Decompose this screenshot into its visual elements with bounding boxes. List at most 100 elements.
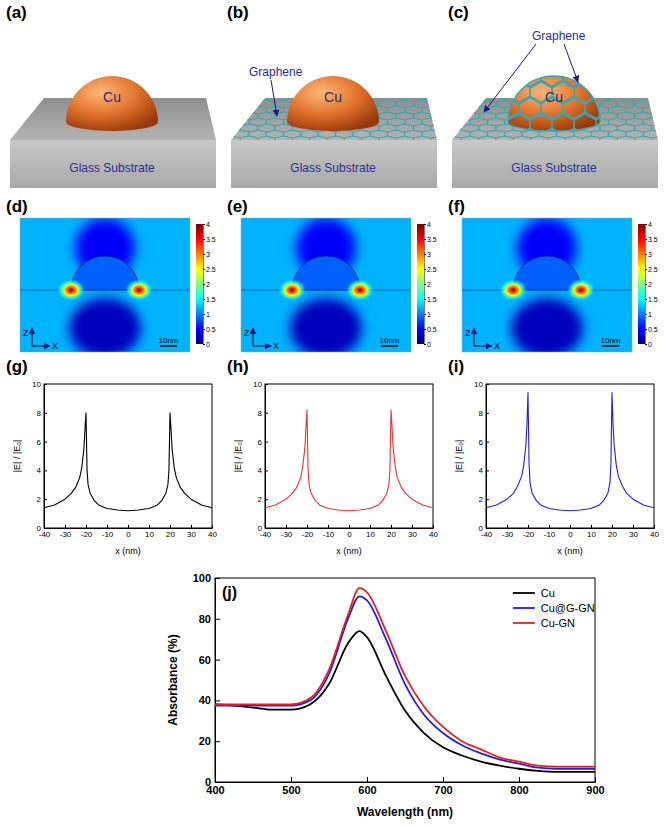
panel-label: (d) — [6, 197, 28, 216]
colorbar-tick: 0 — [424, 341, 431, 348]
colorbar-tick-label: 3.5 — [206, 236, 216, 243]
tick: 0 — [347, 525, 352, 539]
substrate-front — [10, 140, 216, 188]
tick-label: 4 — [479, 466, 484, 475]
tick: 800 — [510, 777, 528, 796]
tick: -30 — [502, 525, 514, 539]
tick: 4 — [37, 466, 47, 475]
tick-mark — [443, 777, 444, 782]
substrate-interface — [462, 290, 632, 291]
panel-label: (b) — [227, 3, 249, 22]
axis-line — [216, 782, 596, 783]
tick: 10 — [145, 525, 154, 539]
y-axis: 0246810 — [32, 380, 47, 533]
colorbar-tick-label: 1 — [427, 311, 431, 318]
tick: 10 — [253, 380, 268, 389]
tick-mark — [519, 777, 520, 782]
tick-label: 0 — [347, 530, 352, 539]
colorbar-axis-line — [425, 225, 427, 345]
colorbar-tick: 1 — [424, 311, 431, 318]
tick-mark — [265, 499, 268, 500]
tick: 2 — [258, 495, 268, 504]
tick-label: 0 — [258, 524, 263, 533]
colorbar-tick-mark — [424, 344, 426, 345]
legend-swatch — [513, 607, 535, 609]
tick-mark — [286, 525, 287, 528]
x-axis: 400500600700800900 — [206, 777, 604, 796]
map-frame — [20, 218, 190, 352]
data-line — [215, 588, 595, 767]
tick: 100 — [193, 572, 220, 584]
tick: 20 — [608, 525, 617, 539]
tick-label: 0 — [479, 524, 484, 533]
tick-label: 0 — [568, 530, 573, 539]
graphene-label: Graphene — [532, 29, 586, 43]
tick: 40 — [208, 525, 217, 539]
legend-label: Cu — [541, 587, 555, 599]
tick-label: 900 — [586, 784, 604, 796]
colorbar-tick-label: 0 — [648, 341, 652, 348]
colorbar-tick-mark — [203, 269, 205, 270]
colorbar-tick-mark — [645, 314, 647, 315]
colorbar-tick: 2.5 — [203, 266, 216, 273]
colorbar-tick: 0.5 — [424, 326, 437, 333]
data-line — [215, 631, 595, 772]
plot-area — [215, 588, 595, 772]
field-map — [462, 218, 632, 352]
tick-label: 4 — [258, 466, 263, 475]
tick: 900 — [586, 777, 604, 796]
tick-label: 60 — [199, 654, 211, 666]
tick: -10 — [544, 525, 556, 539]
y-axis-title: |E| / |E₀| — [233, 440, 243, 473]
tick-mark — [86, 525, 87, 528]
colorbar-tick: 1 — [645, 311, 652, 318]
colorbar-tick-label: 1.5 — [648, 296, 658, 303]
x-axis-title: x (nm) — [115, 546, 141, 556]
tick-label: 8 — [258, 409, 263, 418]
tick-mark — [215, 619, 220, 620]
colorbar-tick-mark — [645, 254, 647, 255]
tick-label: -30 — [60, 530, 72, 539]
colorbar-tick-mark — [424, 224, 426, 225]
colorbar-tick-label: 1.5 — [206, 296, 216, 303]
tick: 10 — [32, 380, 47, 389]
colorbar — [417, 224, 424, 344]
axis-letter: Z — [23, 328, 29, 338]
schematic-panel: CuGlass SubstrateGraphene(b) — [197, 3, 465, 188]
graphene-cage-outline — [508, 76, 600, 131]
colorbar-tick: 2 — [645, 281, 652, 288]
tick-label: 700 — [434, 784, 452, 796]
tick-label: 8 — [479, 409, 484, 418]
colorbar-tick-label: 2 — [206, 281, 210, 288]
colorbar-tick-mark — [424, 314, 426, 315]
plot-frame — [265, 384, 433, 528]
tick: 40 — [650, 525, 659, 539]
tick: 6 — [479, 438, 489, 447]
map-frame — [241, 218, 411, 352]
axis-letter: Z — [244, 328, 250, 338]
tick-label: 40 — [208, 530, 217, 539]
tick-label: -30 — [502, 530, 514, 539]
arrow — [271, 80, 277, 116]
colorbar-tick-mark — [645, 269, 647, 270]
hot-spot — [499, 279, 527, 301]
schematic-panel: CuGlass Substrate(a) — [6, 3, 216, 188]
tick-mark — [170, 525, 171, 528]
tick: -10 — [323, 525, 335, 539]
tick-label: 10 — [366, 530, 375, 539]
tick-label: 600 — [358, 784, 376, 796]
colorbar-tick: 3.5 — [424, 236, 437, 243]
tick-mark — [44, 442, 47, 443]
tick: 600 — [358, 777, 376, 796]
hot-spot — [346, 279, 374, 301]
tick-label: 10 — [253, 380, 262, 389]
tick-mark — [486, 442, 489, 443]
colorbar-tick-label: 3 — [206, 251, 210, 258]
tick-label: -20 — [523, 530, 535, 539]
tick-mark — [215, 700, 220, 701]
tick-label: 2 — [37, 495, 42, 504]
tick-label: -10 — [102, 530, 114, 539]
tick-mark — [128, 525, 129, 528]
tick-label: 40 — [199, 694, 211, 706]
tick-mark — [486, 413, 489, 414]
